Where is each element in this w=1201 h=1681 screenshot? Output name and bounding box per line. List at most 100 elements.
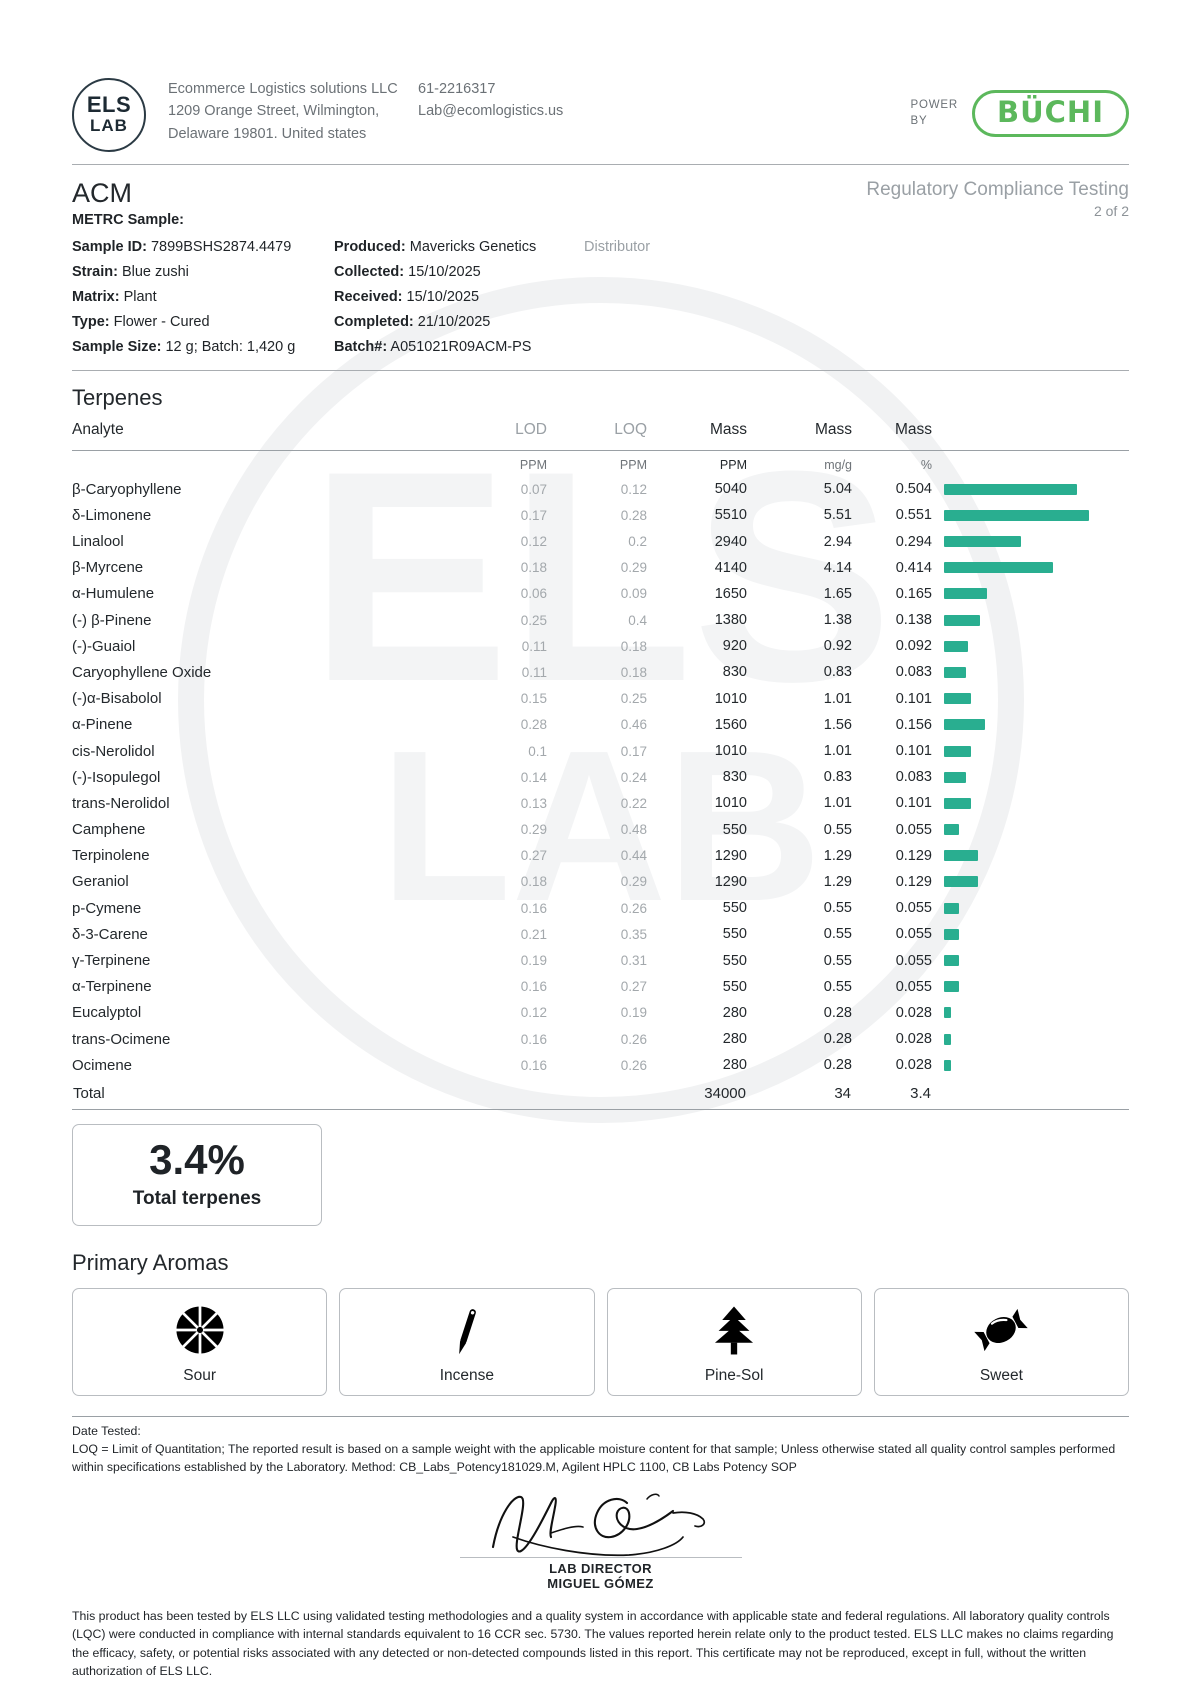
client-name: ACM	[72, 178, 132, 208]
cell-mass-mgg: 5.51	[823, 507, 852, 524]
value-bar	[944, 955, 959, 967]
value-bar	[944, 1059, 952, 1071]
cell-loq: 0.28	[620, 507, 647, 523]
cell-mass-mgg: 5.04	[823, 481, 852, 498]
cell-lod: 0.18	[520, 560, 547, 576]
value-bar	[944, 981, 959, 993]
cell-analyte: (-) β-Pinene	[72, 611, 152, 629]
cell-loq: 0.26	[620, 1057, 647, 1073]
field-strain: Strain: Blue zushi	[72, 263, 189, 280]
value-bar	[944, 719, 986, 731]
cell-mass-ppm: 280	[722, 1004, 747, 1021]
cell-analyte: α-Humulene	[72, 585, 155, 603]
cell-lod: 0.29	[520, 822, 547, 838]
cell-lod: 0.14	[520, 769, 547, 785]
logo-els-text: ELS	[86, 92, 132, 118]
cell-bar	[932, 1026, 1129, 1052]
terpenes-section-title: Terpenes	[72, 385, 163, 411]
cell-mass-mgg: 1.01	[823, 743, 852, 760]
cell-bar	[932, 502, 1129, 528]
value-bar	[944, 876, 978, 888]
cell-loq: 0.4	[628, 612, 647, 628]
cell-analyte: Linalool	[72, 533, 124, 551]
buchi-logo: BÜCHI	[972, 90, 1129, 137]
cell-lod: 0.17	[520, 507, 547, 523]
value-bar	[944, 1033, 952, 1045]
cell-analyte: Geraniol	[72, 873, 129, 891]
value-bar	[944, 588, 988, 600]
logo-lab-text: LAB	[90, 116, 128, 136]
cell-mass-mgg: 0.55	[823, 978, 852, 995]
cell-mass-pct: 0.028	[895, 1004, 932, 1021]
cell-lod: 0.15	[520, 691, 547, 707]
incense-stick-icon	[438, 1299, 496, 1361]
cell-lod: 0.11	[521, 664, 547, 680]
cell-bar	[932, 869, 1129, 895]
cell-mass-pct: 0.504	[895, 481, 932, 498]
total-terpenes-value: 3.4%	[149, 1136, 245, 1184]
cell-mass-pct: 0.028	[895, 1031, 932, 1048]
cell-mass-ppm: 550	[722, 978, 747, 995]
cell-analyte: (-)-Isopulegol	[72, 768, 161, 786]
total-terpenes-card: 3.4% Total terpenes	[72, 1124, 322, 1227]
terpenes-table: Analyte LOD LOQ Mass Mass Mass PPM PPM P…	[72, 421, 1129, 1103]
wrapped-candy-icon	[972, 1299, 1030, 1361]
cell-bar	[932, 686, 1129, 712]
cell-lod: 0.16	[520, 1031, 547, 1047]
value-bar	[944, 1007, 952, 1019]
cell-mass-pct: 0.055	[895, 952, 932, 969]
total-label: Total	[73, 1085, 105, 1103]
value-bar	[944, 483, 1077, 495]
signature-name: MIGUEL GÓMEZ	[547, 1575, 654, 1591]
cell-lod: 0.16	[520, 900, 547, 916]
cell-analyte: Terpinolene	[72, 847, 150, 865]
table-row: Eucalyptol 0.12 0.19 280 0.28 0.028	[72, 1000, 1129, 1026]
footer-divider	[72, 1416, 1129, 1418]
header-mass-ppm: Mass	[709, 421, 747, 439]
cell-mass-pct: 0.165	[895, 585, 932, 602]
cell-mass-mgg: 2.94	[823, 533, 852, 550]
cell-mass-mgg: 1.01	[823, 795, 852, 812]
units-loq: PPM	[619, 458, 647, 473]
field-distributor: Distributor	[584, 238, 651, 255]
cell-mass-ppm: 1290	[714, 847, 747, 864]
cell-analyte: δ-Limonene	[72, 506, 152, 524]
aroma-card-sweet: Sweet	[873, 1288, 1129, 1397]
value-bar	[944, 536, 1022, 548]
cell-analyte: Caryophyllene Oxide	[72, 663, 212, 681]
cell-mass-pct: 0.101	[895, 690, 932, 707]
units-mass-mgg: mg/g	[824, 458, 852, 473]
header-divider	[72, 164, 1129, 165]
aroma-label-incense: Incense	[439, 1367, 495, 1385]
aroma-label-pine-sol: Pine-Sol	[704, 1367, 764, 1385]
aroma-label-sour: Sour	[183, 1367, 216, 1385]
cell-mass-ppm: 1010	[714, 690, 747, 707]
cell-lod: 0.21	[520, 926, 547, 942]
cell-loq: 0.26	[620, 900, 647, 916]
page-number: 2 of 2	[1093, 203, 1129, 219]
cell-loq: 0.48	[620, 822, 647, 838]
cell-analyte: Ocimene	[72, 1056, 133, 1074]
primary-aromas-title: Primary Aromas	[72, 1250, 229, 1276]
cell-mass-ppm: 5040	[714, 481, 747, 498]
cell-mass-mgg: 0.92	[823, 638, 852, 655]
cell-loq: 0.24	[620, 769, 647, 785]
cell-mass-pct: 0.083	[895, 664, 932, 681]
cell-analyte: trans-Ocimene	[72, 1030, 171, 1048]
cell-loq: 0.17	[620, 743, 647, 759]
cell-mass-mgg: 1.56	[823, 716, 852, 733]
cell-loq: 0.26	[620, 1031, 647, 1047]
cell-analyte: Camphene	[72, 821, 146, 839]
cell-mass-ppm: 2940	[714, 533, 747, 550]
lab-address: Ecommerce Logistics solutions LLC 1209 O…	[168, 81, 398, 142]
summary-row: 3.4% Total terpenes	[72, 1124, 1129, 1227]
cell-bar	[932, 947, 1129, 973]
cell-lod: 0.1	[528, 743, 547, 759]
sample-fields-left: Sample ID: 7899BSHS2874.4479 Strain: Blu…	[72, 235, 334, 360]
table-row: (-)-Isopulegol 0.14 0.24 830 0.83 0.083	[72, 764, 1129, 790]
cell-lod: 0.16	[520, 979, 547, 995]
cell-mass-ppm: 830	[722, 769, 747, 786]
table-row: (-)α-Bisabolol 0.15 0.25 1010 1.01 0.101	[72, 686, 1129, 712]
units-bar-spacer	[932, 451, 1129, 476]
table-row: α-Pinene 0.28 0.46 1560 1.56 0.156	[72, 712, 1129, 738]
